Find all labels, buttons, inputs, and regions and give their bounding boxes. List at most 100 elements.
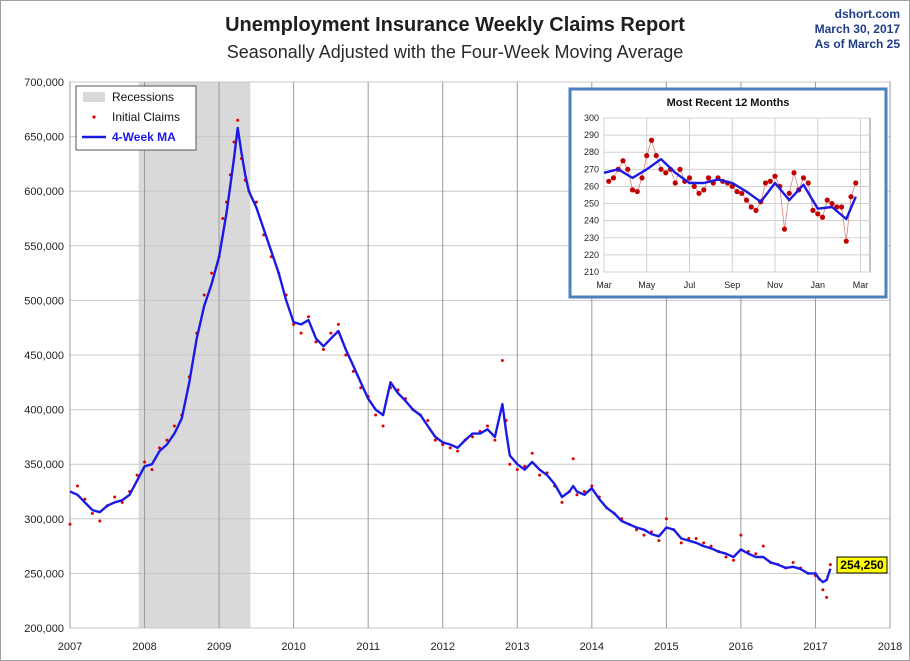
y-tick-label: 200,000	[24, 623, 64, 635]
initial-claims-point	[329, 331, 333, 335]
inset-claims-point	[610, 175, 617, 181]
initial-claims-point	[657, 539, 661, 543]
inset-x-tick-label: Nov	[767, 280, 784, 290]
x-tick-label: 2018	[878, 641, 902, 653]
x-tick-label: 2012	[430, 641, 454, 653]
inset-claims-point	[767, 178, 773, 184]
y-tick-label: 700,000	[24, 77, 64, 89]
initial-claims-point	[426, 419, 430, 423]
x-tick-label: 2011	[356, 641, 380, 653]
initial-claims-point	[381, 424, 385, 428]
initial-claims-point	[515, 468, 519, 472]
source-site: dshort.com	[835, 7, 900, 21]
inset-claims-point	[772, 173, 778, 179]
initial-claims-point	[731, 558, 735, 562]
inset-claims-point	[753, 207, 759, 213]
inset-claims-point	[648, 137, 655, 143]
inset-claims-point	[629, 187, 636, 193]
x-tick-label: 2017	[803, 641, 827, 653]
inset-claims-point	[620, 158, 626, 164]
inset-claims-point	[696, 190, 702, 196]
initial-claims-point	[236, 118, 240, 122]
initial-claims-point	[694, 536, 698, 540]
inset-claims-point	[663, 170, 669, 176]
y-tick-label: 450,000	[24, 350, 64, 362]
source-asof: As of March 25	[815, 37, 901, 51]
initial-claims-point	[828, 563, 832, 567]
initial-claims-point	[560, 500, 564, 504]
initial-claims-point	[221, 217, 225, 220]
inset-plot-area	[603, 117, 871, 273]
initial-claims-point	[165, 438, 169, 442]
initial-claims-point	[299, 331, 303, 335]
inset-claims-point	[639, 175, 645, 181]
legend-initial-claims-label: Initial Claims	[112, 110, 180, 124]
initial-claims-point	[471, 435, 475, 439]
chart-subtitle: Seasonally Adjusted with the Four-Week M…	[227, 42, 684, 62]
inset-claims-point	[781, 226, 788, 232]
initial-claims-point	[754, 552, 758, 556]
latest-value-callout: 254,250	[840, 558, 884, 572]
latest-value-callout-box	[836, 556, 888, 574]
inset-claims-point	[743, 197, 750, 203]
initial-claims-point	[590, 484, 594, 488]
initial-claims-point	[254, 200, 258, 204]
initial-claims-point	[456, 449, 460, 453]
initial-claims-point	[702, 541, 706, 545]
initial-claims-point	[485, 424, 489, 428]
inset-claims-point	[829, 200, 835, 207]
initial-claims-point	[98, 519, 102, 523]
inset-y-tick-label: 250	[584, 199, 599, 209]
inset-y-tick-label: 240	[584, 216, 599, 226]
y-tick-label: 350,000	[24, 459, 64, 471]
initial-claims-point	[761, 544, 765, 548]
inset-claims-point	[691, 183, 697, 190]
initial-claims-point	[664, 517, 668, 521]
chart-title: Unemployment Insurance Weekly Claims Rep…	[225, 14, 685, 36]
initial-claims-point	[150, 468, 154, 472]
inset-claims-point	[762, 180, 769, 186]
x-tick-label: 2014	[580, 641, 604, 653]
inset-claims-point	[834, 204, 840, 210]
inset-claims-point	[653, 153, 659, 159]
inset-claims-point	[838, 204, 845, 210]
inset-claims-point	[843, 238, 849, 244]
initial-claims-point	[724, 555, 728, 559]
initial-claims-point	[493, 438, 497, 442]
initial-claims-point	[739, 533, 743, 537]
initial-claims-point	[571, 457, 575, 461]
inset-y-tick-label: 290	[584, 130, 599, 140]
inset-x-tick-label: May	[638, 280, 656, 290]
initial-claims-point	[530, 451, 534, 455]
initial-claims-point	[679, 541, 683, 545]
inset-claims-point	[734, 188, 740, 195]
initial-claims-point	[135, 473, 139, 477]
initial-claims-point	[344, 353, 348, 357]
initial-claims-point	[351, 369, 355, 373]
inset-grid	[603, 117, 870, 273]
inset-claims-point	[705, 175, 712, 181]
initial-claims-point	[821, 588, 825, 592]
inset-claims-point	[606, 178, 612, 184]
legend-ma-label: 4-Week MA	[112, 130, 176, 144]
inset-claims-point	[677, 166, 683, 172]
initial-claims-point	[500, 358, 504, 362]
initial-claims-point	[433, 438, 437, 442]
initial-claims-point	[314, 340, 318, 344]
inset-claims-point	[748, 204, 754, 210]
y-tick-label: 600,000	[24, 186, 64, 198]
inset-y-tick-label: 230	[584, 233, 599, 243]
initial-claims-point	[210, 271, 214, 275]
inset-y-tick-label: 280	[584, 147, 599, 157]
inset-y-tick-label: 220	[584, 250, 599, 260]
inset-claims-point	[686, 175, 693, 181]
initial-claims-point	[75, 484, 79, 488]
x-tick-label: 2007	[58, 641, 82, 653]
ma-line	[69, 126, 832, 584]
x-tick-label: 2010	[281, 641, 305, 653]
initial-claims-point	[523, 464, 527, 468]
inset-title: Most Recent 12 Months	[667, 97, 790, 109]
x-tick-label: 2015	[654, 641, 678, 653]
